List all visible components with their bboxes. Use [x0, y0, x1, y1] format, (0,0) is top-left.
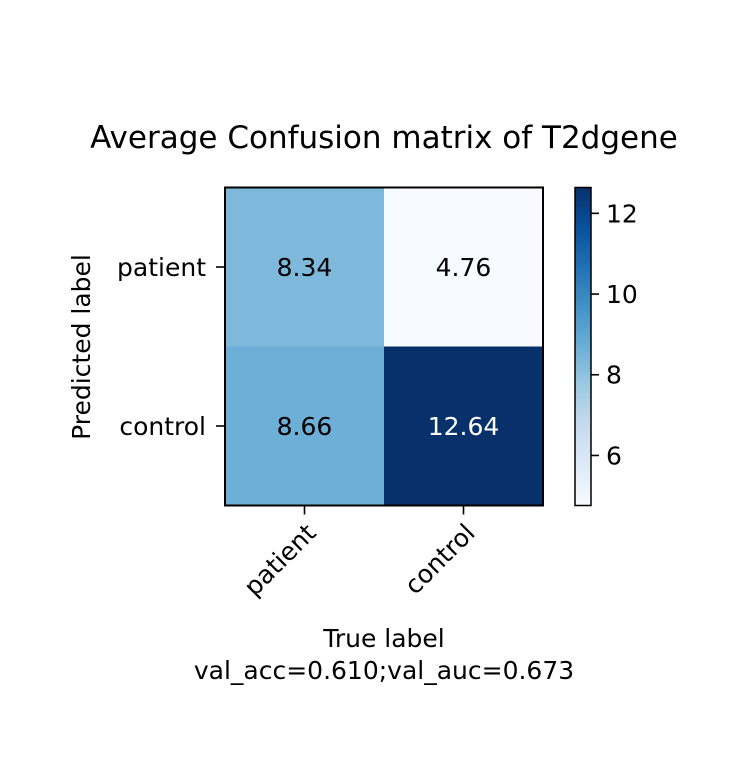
chart-title: Average Confusion matrix of T2dgene — [90, 120, 678, 156]
y-axis-label: Predicted label — [67, 254, 96, 440]
colorbar-tick-label: 6 — [606, 441, 622, 470]
heatmap-cells — [225, 187, 544, 506]
colorbar-tick-label: 10 — [606, 280, 638, 309]
x-axis-label: True label — [322, 624, 445, 653]
heatmap-cell — [225, 187, 385, 347]
heatmap-cell — [384, 346, 544, 506]
x-tick-label: patient — [238, 518, 322, 602]
plot-frame — [224, 186, 544, 507]
colorbar-ticks: 6 8 10 12 — [591, 199, 638, 470]
colorbar — [574, 186, 592, 507]
x-tick-label: control — [399, 518, 481, 600]
heatmap-cell — [384, 187, 544, 347]
y-tick-label: control — [119, 412, 206, 441]
cell-value-label: 8.34 — [277, 253, 333, 282]
cell-value-label: 12.64 — [428, 412, 500, 441]
heatmap-cell — [225, 346, 385, 506]
colorbar-tick-label: 8 — [606, 361, 622, 390]
cell-value-label: 4.76 — [436, 253, 492, 282]
cell-value-labels: 8.34 4.76 8.66 12.64 — [277, 253, 500, 441]
y-axis: patient control — [117, 253, 225, 441]
x-axis: patient control — [238, 505, 481, 602]
metrics-footer: val_acc=0.610;val_auc=0.673 — [194, 656, 574, 685]
cell-value-label: 8.66 — [277, 412, 333, 441]
y-tick-label: patient — [117, 253, 206, 282]
colorbar-tick-label: 12 — [606, 199, 638, 228]
